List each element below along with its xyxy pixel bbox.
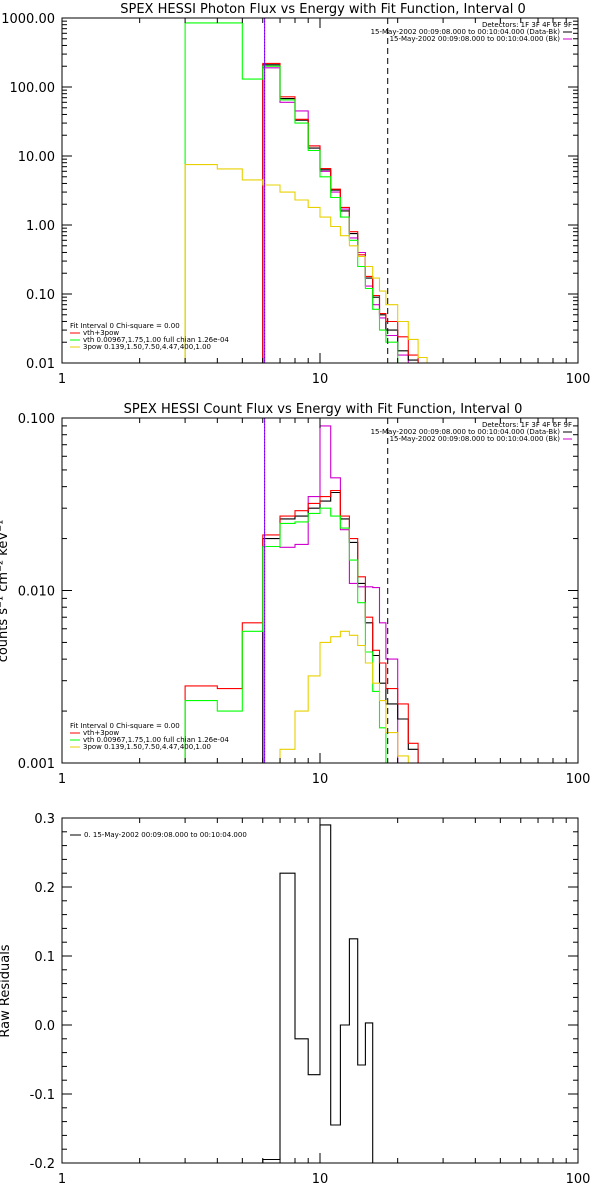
legend-entry: vth 0.00967,1.75,1.00 full chian 1.26e-0…	[83, 336, 229, 344]
y-tick-label: 10.00	[18, 150, 55, 165]
series-line-3	[184, 507, 387, 763]
legend-bottom-left: Fit Interval 0 Chi-square = 0.00vth+3pow…	[70, 722, 229, 751]
x-tick-label: 10	[312, 1172, 329, 1187]
series-line-2	[262, 62, 419, 363]
x-tick-label: 1	[58, 1172, 66, 1187]
chart-title: SPEX HESSI Photon Flux vs Energy with Fi…	[120, 2, 526, 17]
legend-entry: Detectors: 1F 3F 4F 6F 9F	[482, 421, 572, 429]
plot-area	[61, 817, 579, 1164]
legend-title: Fit Interval 0 Chi-square = 0.00	[70, 722, 180, 730]
x-ticks	[61, 818, 579, 1163]
legend-entry: 0. 15-May-2002 00:09:08.000 to 00:10:04.…	[84, 831, 247, 839]
y-axis-label: counts s⁻¹ cm⁻² keV⁻¹	[0, 520, 11, 663]
legend-entry: vth 0.00967,1.75,1.00 full chian 1.26e-0…	[83, 736, 229, 744]
x-tick-label: 1	[58, 772, 66, 787]
legend-entry: 3pow 0.139,1.50,7.50,4.47,400,1.00	[83, 343, 211, 351]
chart-title: SPEX HESSI Count Flux vs Energy with Fit…	[124, 402, 523, 417]
photon-flux-panel: SPEX HESSI Photon Flux vs Energy with Fi…	[1, 2, 590, 387]
x-tick-labels: 1 10 100	[58, 1172, 591, 1187]
y-ticks	[62, 17, 578, 364]
series-line-4	[184, 164, 428, 363]
legend-entry: vth+3pow	[83, 729, 119, 737]
legend-title: Fit Interval 0 Chi-square = 0.00	[70, 322, 180, 330]
x-tick-label: 10	[312, 772, 329, 787]
x-ticks	[61, 18, 579, 363]
x-tick-label: 100	[566, 1172, 591, 1187]
x-tick-label: 100	[566, 772, 591, 787]
y-tick-label: 1.00	[26, 219, 55, 234]
legend-bottom-left: Fit Interval 0 Chi-square = 0.00vth+3pow…	[70, 322, 229, 351]
legend-entry: 15-May-2002 00:09:08.000 to 00:10:04.000…	[371, 428, 561, 436]
count-flux-panel: SPEX HESSI Count Flux vs Energy with Fit…	[0, 402, 590, 787]
x-tick-label: 100	[566, 372, 591, 387]
x-tick-labels: 1 10 100	[58, 772, 591, 787]
x-tick-label: 1	[58, 372, 66, 387]
series-line-4	[279, 630, 409, 763]
y-tick-label: 0.010	[18, 585, 55, 600]
series-line-2	[184, 489, 419, 763]
y-tick-label: 100.00	[10, 81, 56, 96]
plot-area	[61, 17, 579, 364]
y-tick-label: -0.2	[30, 1157, 55, 1172]
y-tick-labels: 0.01 0.10 1.00 10.00 100.00 1000.00	[1, 12, 55, 372]
y-axis-label: Raw Residuals	[0, 944, 13, 1037]
y-tick-labels: -0.2 -0.1 0.0 0.1 0.2 0.3	[30, 812, 55, 1172]
y-tick-label: 0.3	[34, 812, 55, 827]
y-tick-labels: 0.001 0.010 0.100	[18, 412, 55, 772]
series-line-1	[262, 64, 419, 363]
legend-entry: 15-May-2002 00:09:08.000 to 00:10:04.000…	[390, 35, 561, 43]
y-tick-label: 0.0	[34, 1019, 55, 1034]
y-tick-label: 1000.00	[1, 12, 55, 27]
legend-entry: Detectors: 1F 3F 4F 6F 9F	[482, 21, 572, 29]
series-line-0	[262, 824, 381, 1163]
y-ticks	[62, 817, 578, 1164]
legend-entry: 15-May-2002 00:09:08.000 to 00:10:04.000…	[371, 28, 561, 36]
series-line-0	[262, 425, 399, 763]
y-ticks	[62, 417, 578, 764]
y-tick-label: 0.1	[34, 950, 55, 965]
plot-area	[61, 417, 579, 764]
series-line-1	[262, 491, 419, 763]
x-tick-labels: 1 10 100	[58, 372, 591, 387]
y-tick-label: 0.001	[18, 757, 55, 772]
legend-entry: vth+3pow	[83, 329, 119, 337]
x-tick-label: 10	[312, 372, 329, 387]
legend-entry: 3pow 0.139,1.50,7.50,4.47,400,1.00	[83, 743, 211, 751]
y-tick-label: -0.1	[30, 1088, 55, 1103]
y-tick-label: 0.01	[26, 357, 55, 372]
y-tick-label: 0.2	[34, 881, 55, 896]
y-tick-label: 0.100	[18, 412, 55, 427]
legend-entry: 15-May-2002 00:09:08.000 to 00:10:04.000…	[390, 435, 561, 443]
series-line-3	[184, 22, 399, 363]
series-line-0	[262, 67, 409, 363]
legend-top-left: 0. 15-May-2002 00:09:08.000 to 00:10:04.…	[70, 831, 247, 839]
residuals-panel: Raw Residuals -0.2 -0.1 0.0 0.1 0.2 0.3 1 10 10…	[0, 812, 590, 1187]
y-tick-label: 0.10	[26, 288, 55, 303]
x-ticks	[61, 418, 579, 763]
axes-frame	[61, 17, 579, 364]
